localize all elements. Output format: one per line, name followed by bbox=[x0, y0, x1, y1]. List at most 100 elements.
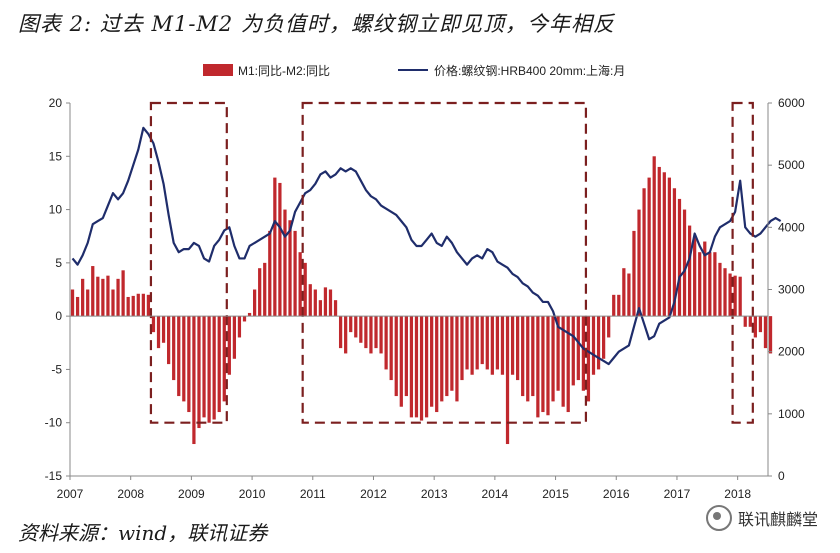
bar bbox=[723, 268, 727, 317]
bar bbox=[455, 316, 459, 402]
bar bbox=[758, 316, 763, 333]
bar bbox=[521, 316, 525, 397]
bar bbox=[571, 316, 575, 386]
highlight-box bbox=[731, 101, 754, 424]
bar bbox=[101, 278, 105, 317]
bar bbox=[677, 198, 682, 317]
bar bbox=[253, 289, 257, 317]
bar bbox=[652, 156, 656, 317]
bar bbox=[637, 209, 641, 317]
bar bbox=[617, 294, 621, 317]
left-tick-label: -5 bbox=[51, 362, 62, 376]
bar bbox=[561, 316, 565, 407]
bar bbox=[526, 316, 530, 402]
bar bbox=[354, 316, 358, 338]
x-tick-label: 2014 bbox=[482, 487, 509, 500]
bar bbox=[556, 316, 560, 391]
bar bbox=[283, 209, 287, 317]
bar bbox=[126, 296, 130, 317]
bar bbox=[505, 316, 510, 445]
bar bbox=[308, 284, 312, 317]
right-tick-label: 3000 bbox=[778, 283, 805, 297]
bar bbox=[622, 268, 626, 317]
bar bbox=[156, 316, 161, 349]
bar bbox=[227, 316, 231, 375]
bar bbox=[91, 266, 95, 317]
bar bbox=[409, 316, 414, 418]
x-tick-label: 2015 bbox=[542, 487, 569, 500]
left-tick-label: 15 bbox=[49, 149, 63, 163]
highlight-box bbox=[301, 101, 588, 424]
price-line bbox=[71, 126, 782, 366]
bar bbox=[146, 294, 151, 317]
x-tick-label: 2013 bbox=[421, 487, 448, 500]
x-tick-label: 2010 bbox=[239, 487, 266, 500]
bar bbox=[192, 316, 196, 445]
bar bbox=[586, 316, 591, 402]
bar bbox=[440, 316, 444, 402]
bar bbox=[96, 276, 100, 317]
bar bbox=[217, 316, 221, 413]
bar bbox=[642, 188, 646, 317]
bar bbox=[435, 316, 439, 413]
bar bbox=[106, 275, 110, 317]
bar bbox=[70, 289, 75, 317]
bar bbox=[602, 316, 606, 359]
bar bbox=[359, 316, 363, 343]
right-tick-label: 2000 bbox=[778, 345, 805, 359]
highlight-box bbox=[149, 101, 228, 424]
bar bbox=[450, 316, 454, 391]
bar bbox=[242, 316, 247, 322]
left-tick-label: 10 bbox=[49, 203, 63, 217]
bar bbox=[389, 316, 393, 381]
bar bbox=[141, 293, 145, 317]
bar bbox=[187, 316, 191, 413]
bar bbox=[490, 316, 494, 375]
bar bbox=[541, 316, 545, 413]
bar bbox=[612, 294, 616, 317]
bar bbox=[328, 289, 333, 317]
bar bbox=[551, 316, 555, 402]
bar bbox=[698, 252, 702, 317]
bar bbox=[318, 300, 322, 317]
right-tick-label: 4000 bbox=[778, 220, 805, 234]
left-tick-label: 5 bbox=[55, 256, 62, 270]
legend-bar-label: M1:同比-M2:同比 bbox=[238, 64, 330, 78]
bar bbox=[581, 316, 586, 391]
bar bbox=[445, 316, 449, 397]
bar bbox=[268, 230, 272, 317]
legend: M1:同比-M2:同比 价格:螺纹钢:HRB400 20mm:上海:月 bbox=[203, 63, 625, 78]
bar bbox=[566, 316, 570, 413]
bar bbox=[708, 252, 712, 317]
bar bbox=[384, 316, 388, 370]
bar bbox=[460, 316, 464, 381]
bar bbox=[662, 172, 666, 317]
bar bbox=[546, 316, 550, 416]
right-tick-label: 5000 bbox=[778, 158, 805, 172]
bar bbox=[753, 316, 757, 338]
chart: M1:同比-M2:同比 价格:螺纹钢:HRB400 20mm:上海:月 -15 -… bbox=[45, 63, 805, 500]
bar bbox=[627, 273, 631, 317]
bar bbox=[430, 316, 434, 407]
bar bbox=[374, 316, 378, 349]
bar bbox=[743, 316, 747, 327]
bar bbox=[86, 289, 90, 317]
bar bbox=[111, 289, 115, 317]
bar bbox=[212, 316, 216, 420]
bar bbox=[733, 275, 737, 317]
bar bbox=[338, 316, 343, 349]
bar bbox=[364, 316, 368, 349]
x-tick-label: 2011 bbox=[300, 487, 326, 500]
source-note: 资料来源：wind，联讯证券 bbox=[18, 521, 268, 545]
bar bbox=[738, 276, 742, 317]
legend-line-label: 价格:螺纹钢:HRB400 20mm:上海:月 bbox=[434, 63, 625, 78]
bar bbox=[713, 252, 717, 317]
bar bbox=[419, 316, 424, 421]
bar bbox=[172, 316, 176, 381]
bar bbox=[369, 316, 373, 354]
watermark-text: 联讯麒麟堂 bbox=[737, 510, 818, 529]
bar bbox=[500, 316, 505, 375]
bar bbox=[596, 316, 601, 370]
bar bbox=[161, 316, 166, 343]
x-tick-label: 2017 bbox=[664, 487, 691, 500]
